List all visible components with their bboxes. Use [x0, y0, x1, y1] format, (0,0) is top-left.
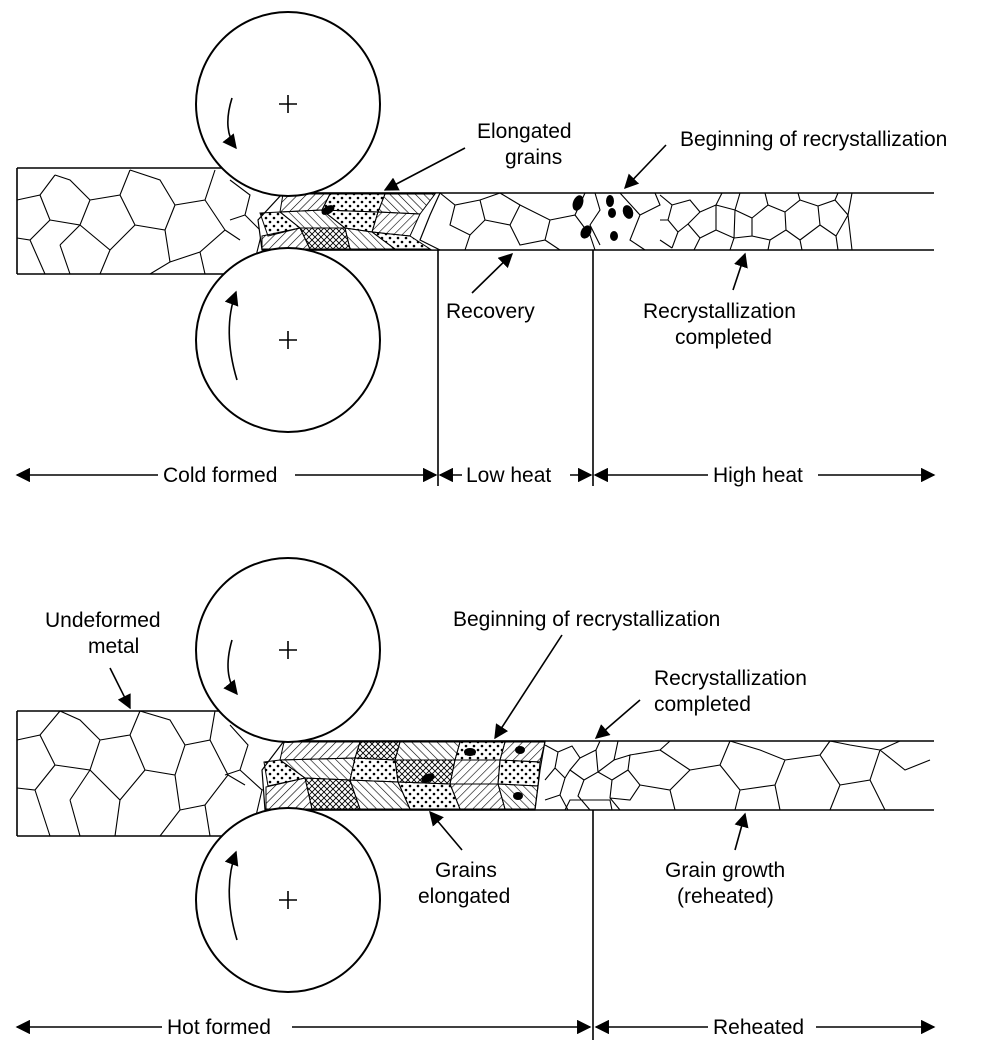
top-strip: [16, 167, 934, 275]
label-beginning-recrystallization-top: Beginning of recrystallization: [680, 128, 947, 151]
label-grains-elongated-line2: elongated: [418, 885, 510, 908]
label-grain-growth-line2: (reheated): [677, 885, 774, 908]
label-grains-elongated-line1: Grains: [435, 859, 497, 882]
top-panel: Elongated grains Beginning of recrystall…: [15, 11, 947, 487]
bottom-fine-grains: [544, 740, 641, 811]
top-deformed-grains: [257, 192, 441, 251]
bottom-zone-scale: Hot formed Reheated: [15, 1016, 936, 1039]
label-recovery: Recovery: [446, 300, 535, 323]
top-recovery-grains: [439, 192, 596, 251]
bottom-deformed-grains: [261, 740, 546, 811]
zone-reheated: Reheated: [713, 1016, 804, 1039]
bottom-grain-growth: [629, 740, 931, 811]
top-undeformed-grains: [16, 169, 281, 275]
label-elongated-grains-line2: grains: [505, 146, 562, 169]
zone-hot-formed: Hot formed: [167, 1016, 271, 1039]
bottom-panel: Undeformed metal Beginning of recrystall…: [15, 557, 936, 1040]
top-recryst-nuclei: [572, 192, 661, 251]
top-fine-grains: [659, 192, 853, 251]
label-recryst-completed-top-line1: Recrystallization: [643, 300, 796, 323]
label-recryst-completed-top-line2: completed: [675, 326, 772, 349]
label-beginning-recrystallization-bottom: Beginning of recrystallization: [453, 608, 720, 631]
bottom-lower-roll: [195, 807, 381, 993]
label-recryst-completed-bottom-line1: Recrystallization: [654, 667, 807, 690]
bottom-upper-roll: [195, 557, 381, 743]
top-zone-scale: Cold formed Low heat High heat: [15, 464, 936, 487]
zone-high-heat: High heat: [713, 464, 803, 487]
top-upper-roll: [195, 11, 381, 197]
zone-cold-formed: Cold formed: [163, 464, 277, 487]
top-lower-roll: [195, 247, 381, 433]
label-elongated-grains-line1: Elongated: [477, 120, 572, 143]
label-recryst-completed-bottom-line2: completed: [654, 693, 751, 716]
label-undeformed-metal-line1: Undeformed: [45, 609, 161, 632]
zone-low-heat: Low heat: [466, 464, 551, 487]
label-grain-growth-line1: Grain growth: [665, 859, 785, 882]
label-undeformed-metal-line2: metal: [88, 635, 139, 658]
